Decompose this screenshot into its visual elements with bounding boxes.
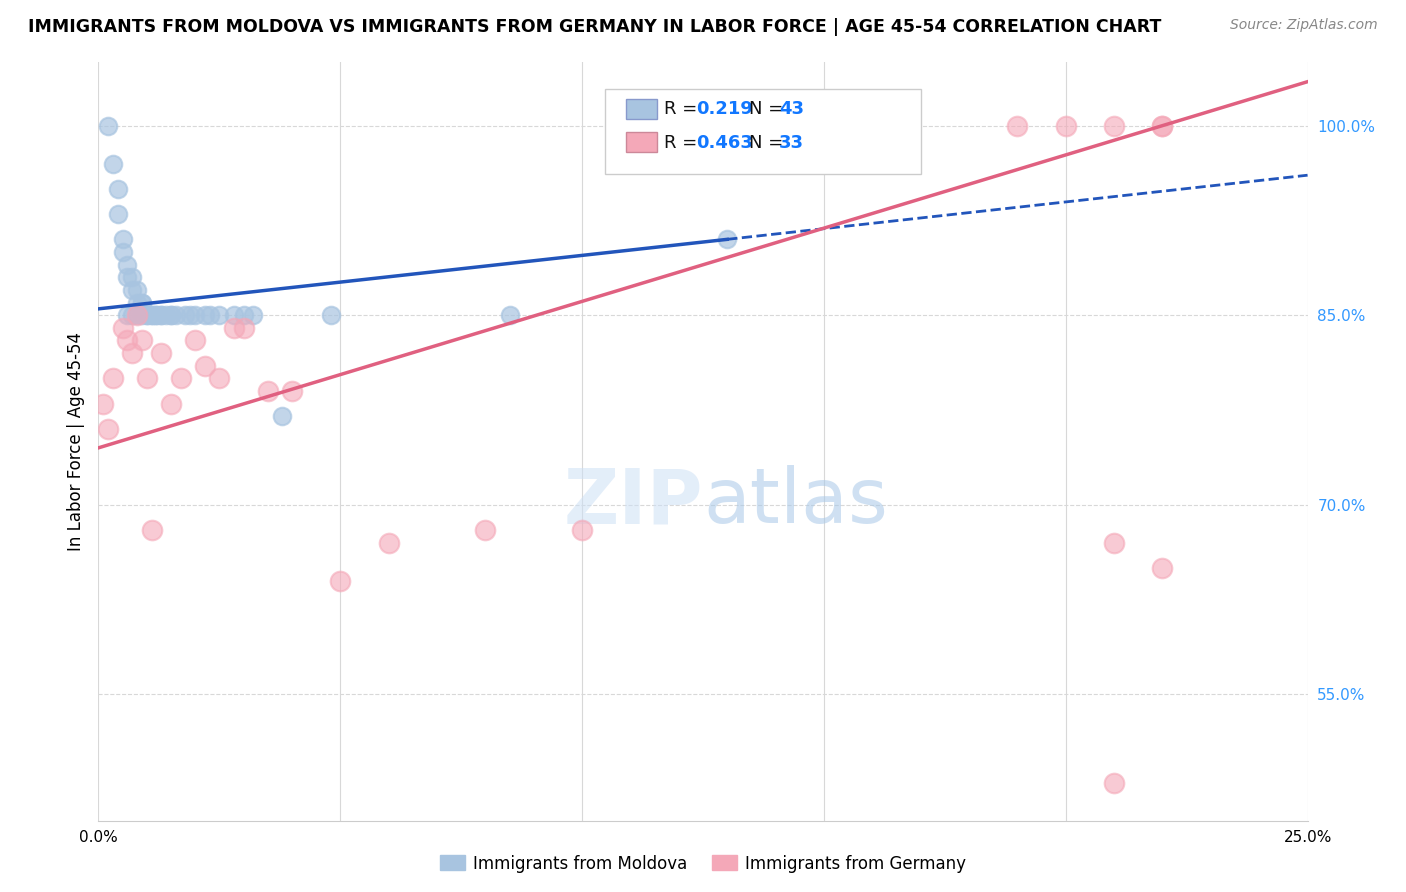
Immigrants from Germany — [1054, 119, 1077, 133]
Immigrants from Germany — [571, 523, 593, 537]
Text: 0.219: 0.219 — [696, 100, 752, 118]
Immigrants from Germany — [184, 334, 207, 348]
Immigrants from Germany — [101, 371, 124, 385]
Immigrants from Germany — [377, 535, 399, 549]
Y-axis label: In Labor Force | Age 45-54: In Labor Force | Age 45-54 — [66, 332, 84, 551]
Immigrants from Moldova — [127, 283, 149, 297]
Immigrants from Moldova — [150, 308, 173, 322]
Immigrants from Moldova — [716, 232, 738, 246]
Immigrants from Moldova — [232, 308, 254, 322]
Immigrants from Germany — [91, 396, 114, 410]
Immigrants from Germany — [232, 321, 254, 335]
Immigrants from Germany — [111, 321, 134, 335]
Text: IMMIGRANTS FROM MOLDOVA VS IMMIGRANTS FROM GERMANY IN LABOR FORCE | AGE 45-54 CO: IMMIGRANTS FROM MOLDOVA VS IMMIGRANTS FR… — [28, 18, 1161, 36]
Text: N =: N = — [749, 100, 789, 118]
Immigrants from Moldova — [131, 295, 153, 310]
Immigrants from Moldova — [155, 308, 177, 322]
Immigrants from Moldova — [208, 308, 231, 322]
Immigrants from Moldova — [141, 308, 163, 322]
Immigrants from Germany — [1007, 119, 1029, 133]
Immigrants from Moldova — [198, 308, 221, 322]
Immigrants from Germany — [127, 308, 149, 322]
Immigrants from Moldova — [111, 232, 134, 246]
Immigrants from Moldova — [127, 308, 149, 322]
Immigrants from Germany — [860, 119, 883, 133]
Immigrants from Germany — [121, 346, 143, 360]
Immigrants from Moldova — [101, 156, 124, 170]
Immigrants from Germany — [169, 371, 191, 385]
Immigrants from Germany — [131, 334, 153, 348]
Immigrants from Moldova — [319, 308, 342, 322]
Text: R =: R = — [664, 134, 703, 152]
Immigrants from Moldova — [165, 308, 187, 322]
Immigrants from Germany — [117, 334, 139, 348]
Immigrants from Germany — [281, 384, 304, 398]
Immigrants from Germany — [1102, 119, 1125, 133]
Immigrants from Germany — [329, 574, 352, 588]
Immigrants from Moldova — [498, 308, 520, 322]
Immigrants from Moldova — [160, 308, 183, 322]
Immigrants from Moldova — [131, 295, 153, 310]
Immigrants from Germany — [141, 523, 163, 537]
Immigrants from Moldova — [179, 308, 201, 322]
Text: 43: 43 — [779, 100, 804, 118]
Immigrants from Moldova — [160, 308, 183, 322]
Immigrants from Germany — [160, 396, 183, 410]
Immigrants from Germany — [135, 371, 157, 385]
Immigrants from Germany — [256, 384, 278, 398]
Immigrants from Moldova — [117, 258, 139, 272]
Immigrants from Moldova — [121, 270, 143, 285]
Text: ZIP: ZIP — [564, 466, 703, 539]
Legend: Immigrants from Moldova, Immigrants from Germany: Immigrants from Moldova, Immigrants from… — [433, 848, 973, 880]
Immigrants from Moldova — [145, 308, 167, 322]
Immigrants from Germany — [474, 523, 496, 537]
Immigrants from Moldova — [121, 283, 143, 297]
Immigrants from Moldova — [145, 308, 167, 322]
Immigrants from Germany — [150, 346, 173, 360]
Immigrants from Moldova — [107, 182, 129, 196]
Immigrants from Moldova — [117, 308, 139, 322]
Immigrants from Germany — [208, 371, 231, 385]
Immigrants from Moldova — [117, 270, 139, 285]
Text: 33: 33 — [779, 134, 804, 152]
Text: R =: R = — [664, 100, 703, 118]
Immigrants from Moldova — [127, 295, 149, 310]
Immigrants from Moldova — [111, 244, 134, 259]
Immigrants from Germany — [194, 359, 217, 373]
Text: 0.463: 0.463 — [696, 134, 752, 152]
Immigrants from Moldova — [150, 308, 173, 322]
Immigrants from Moldova — [135, 308, 157, 322]
Immigrants from Moldova — [135, 308, 157, 322]
Text: atlas: atlas — [703, 466, 887, 539]
Immigrants from Germany — [97, 422, 120, 436]
Immigrants from Germany — [1152, 119, 1174, 133]
Immigrants from Moldova — [107, 207, 129, 221]
Immigrants from Germany — [1102, 776, 1125, 790]
Immigrants from Moldova — [174, 308, 197, 322]
Immigrants from Germany — [222, 321, 245, 335]
Immigrants from Moldova — [271, 409, 294, 424]
Immigrants from Moldova — [97, 119, 120, 133]
Immigrants from Moldova — [242, 308, 264, 322]
Immigrants from Moldova — [194, 308, 217, 322]
Immigrants from Moldova — [222, 308, 245, 322]
Immigrants from Germany — [1102, 535, 1125, 549]
Immigrants from Moldova — [121, 308, 143, 322]
Immigrants from Moldova — [141, 308, 163, 322]
Text: N =: N = — [749, 134, 789, 152]
Immigrants from Moldova — [131, 308, 153, 322]
Text: Source: ZipAtlas.com: Source: ZipAtlas.com — [1230, 18, 1378, 32]
Immigrants from Germany — [1152, 561, 1174, 575]
Immigrants from Moldova — [184, 308, 207, 322]
Immigrants from Germany — [1152, 119, 1174, 133]
